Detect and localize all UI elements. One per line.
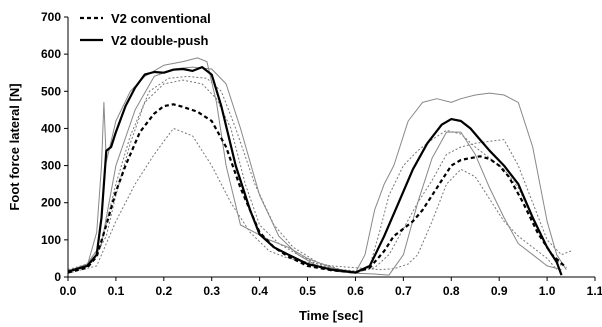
v2-conventional-trial-line [67,127,558,274]
x-tick-label: 0.5 [299,284,316,298]
y-tick-label: 200 [41,196,61,210]
x-tick-label: 0.9 [491,284,508,298]
x-tick-label: 1.1 [587,284,602,298]
y-tick-label: 700 [41,10,61,24]
v2-conventional-mean-line [67,103,568,274]
x-axis-title: Time [sec] [299,308,363,323]
v2-double-push-trial-line [67,57,567,273]
legend: V2 conventional V2 double-push [80,11,211,48]
x-tick-label: 0.8 [443,284,460,298]
series-layer [67,57,572,276]
x-tick-label: 0.3 [203,284,220,298]
v2-double-push-mean-line [67,66,563,276]
x-tick-label: 0.4 [251,284,268,298]
v2-conventional-trial-line [67,75,572,272]
legend-label-conventional: V2 conventional [111,11,211,26]
x-tick-label: 0.1 [108,284,125,298]
y-tick-label: 500 [41,84,61,98]
y-tick-label: 400 [41,121,61,135]
y-tick-label: 100 [41,233,61,247]
y-tick-label: 600 [41,47,61,61]
ticks: 0.0 0.1 0.2 0.3 0.4 0.5 0.6 0.7 0.8 0.9 1.0 1.1 0 100… [41,10,602,298]
y-axis-title: Foot force lateral [N] [7,83,22,210]
x-tick-label: 0.0 [60,284,77,298]
x-tick-label: 1.0 [539,284,556,298]
y-tick-label: 0 [54,270,61,284]
v2-double-push-trial-line [67,66,562,276]
x-tick-label: 0.7 [395,284,412,298]
x-tick-label: 0.2 [155,284,172,298]
y-tick-label: 300 [41,159,61,173]
legend-label-double-push: V2 double-push [111,33,209,48]
axes [67,17,595,278]
x-tick-label: 0.6 [347,284,364,298]
